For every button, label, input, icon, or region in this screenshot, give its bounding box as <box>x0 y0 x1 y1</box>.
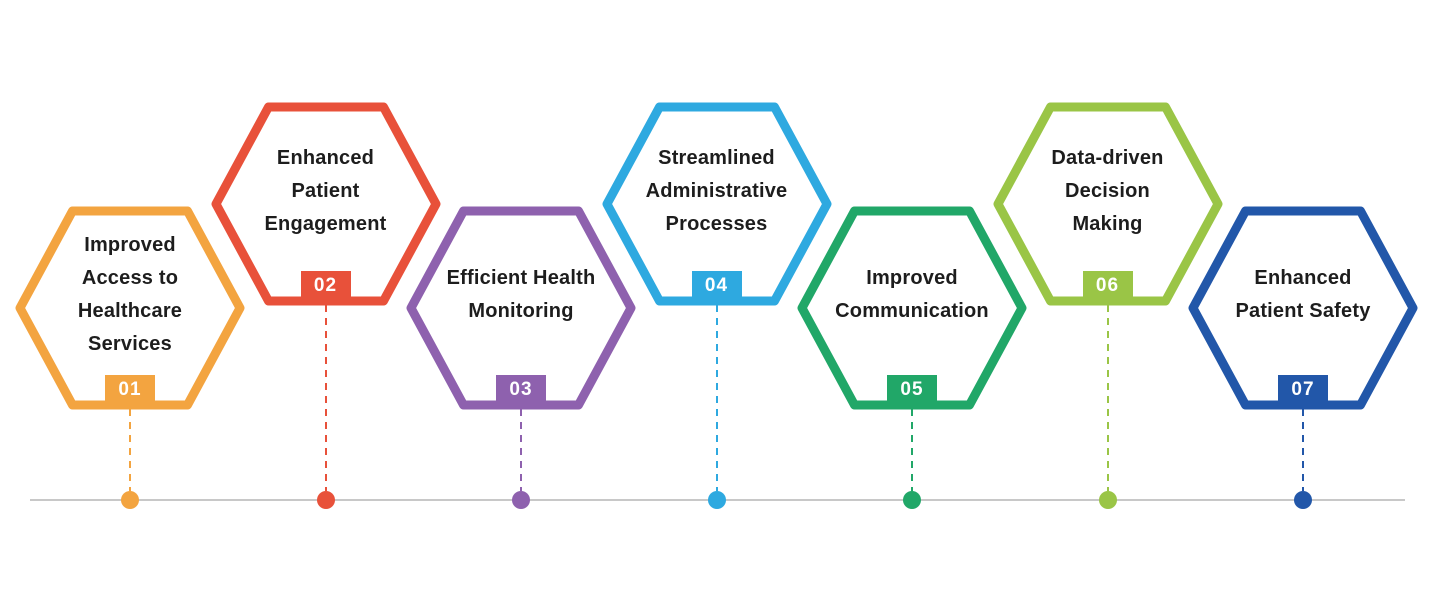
hex-label: Data-driven Decision Making <box>1013 102 1203 306</box>
hex-label-line: Processes <box>665 212 768 235</box>
dashed-connector <box>911 409 913 491</box>
dashed-connector <box>129 409 131 491</box>
hex-item-03: Efficient Health Monitoring 03 <box>406 0 636 612</box>
number-badge-text: 07 <box>1291 379 1315 400</box>
hex-label-line: Healthcare <box>77 300 183 322</box>
number-badge-text: 04 <box>704 275 729 296</box>
hex-label-line: Engagement <box>264 212 387 235</box>
hex-label: Improved Communication <box>817 206 1007 410</box>
hex-label-line: Improved <box>84 234 176 256</box>
hexagon-outline-icon <box>1188 206 1418 410</box>
number-badge: 01 <box>105 375 155 405</box>
hex-label-line: Monitoring <box>468 300 574 322</box>
number-badge: 05 <box>887 375 937 405</box>
number-badge-text: 06 <box>1095 275 1120 296</box>
hex-label-line: Communication <box>835 300 989 322</box>
timeline-dot <box>316 491 335 509</box>
hexagon-outline-icon <box>406 206 636 410</box>
timeline-dot <box>707 491 726 509</box>
hex-item-05: Improved Communication 05 <box>797 0 1027 612</box>
hex-label-line: Efficient Health <box>446 267 596 289</box>
hexagon-outline-icon <box>797 206 1027 410</box>
hex-label-line: Improved <box>866 267 958 289</box>
number-badge: 03 <box>496 375 546 405</box>
hex-label-line: Data-driven <box>1051 146 1164 169</box>
hexagon-outline-icon <box>993 102 1222 306</box>
number-badge: 07 <box>1278 375 1328 405</box>
timeline-dot <box>512 491 530 509</box>
timeline-dot <box>1294 491 1312 509</box>
hex-label-line: Services <box>88 333 172 355</box>
hex-label-line: Administrative <box>645 179 788 202</box>
number-badge-text: 03 <box>509 379 533 400</box>
dashed-connector <box>520 409 522 491</box>
timeline-dot <box>1098 491 1117 509</box>
number-badge-text: 02 <box>313 275 338 296</box>
hex-label-line: Patient <box>291 179 360 202</box>
dashed-connector <box>324 305 327 491</box>
hex-label: Enhanced Patient Safety <box>1208 206 1398 410</box>
hex-label: Enhanced Patient Engagement <box>231 102 421 306</box>
hex-item-04: Streamlined Administrative Processes 04 <box>602 0 832 612</box>
timeline-dot <box>121 491 139 509</box>
number-badge-text: 01 <box>118 379 142 400</box>
hex-label-line: Patient Safety <box>1235 300 1371 322</box>
number-badge: 04 <box>691 271 742 301</box>
dashed-connector <box>1106 305 1109 491</box>
hexagon-outline-icon <box>211 102 440 306</box>
hex-label: Streamlined Administrative Processes <box>622 102 812 306</box>
hex-item-01: Improved Access to Healthcare Services 01 <box>15 0 245 612</box>
hex-item-06: Data-driven Decision Making 06 <box>993 0 1223 612</box>
hex-label-line: Enhanced <box>1254 267 1352 289</box>
hex-label-line: Streamlined <box>658 146 775 169</box>
hex-label-line: Making <box>1072 212 1143 235</box>
number-badge: 02 <box>300 271 351 301</box>
dashed-connector <box>715 305 718 491</box>
number-badge: 06 <box>1082 271 1133 301</box>
hexagon-outline-icon <box>602 102 831 306</box>
hex-item-02: Enhanced Patient Engagement 02 <box>211 0 441 612</box>
number-badge-text: 05 <box>900 379 924 400</box>
dashed-connector <box>1302 409 1304 491</box>
timeline-dot <box>903 491 921 509</box>
hex-label: Efficient Health Monitoring <box>426 206 616 410</box>
hex-label-line: Access to <box>81 267 179 289</box>
hex-label: Improved Access to Healthcare Services <box>35 206 225 410</box>
hexagon-outline-icon <box>15 206 245 410</box>
hex-item-07: Enhanced Patient Safety 07 <box>1188 0 1418 612</box>
hex-label-line: Decision <box>1065 179 1150 202</box>
hex-label-line: Enhanced <box>276 146 375 169</box>
